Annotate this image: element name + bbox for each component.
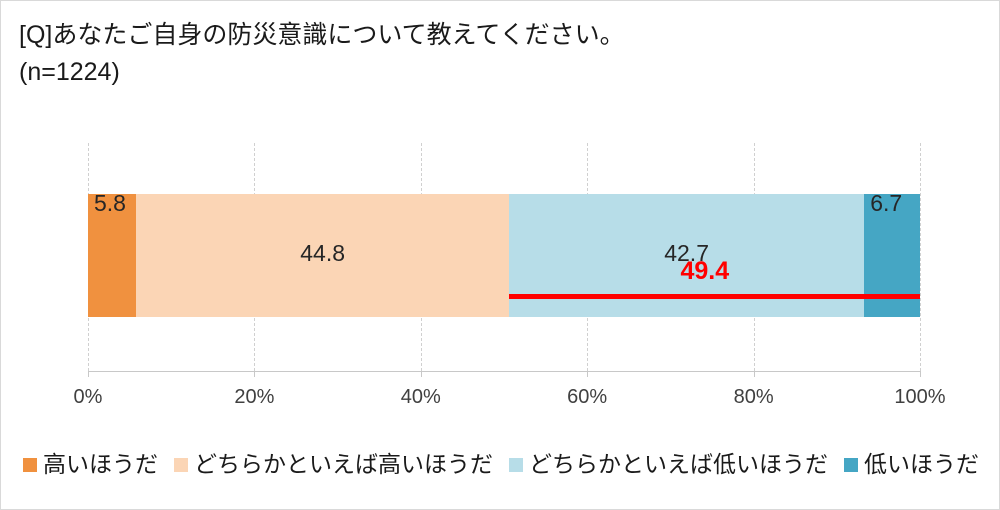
bar-segment-1: 5.8 — [88, 190, 137, 317]
axis-tick-80 — [753, 371, 755, 377]
legend-label-4: 低いほうだ — [864, 451, 979, 477]
gridline-100 — [920, 143, 921, 371]
legend-item-3[interactable]: どちらかといえば低いほうだ — [509, 453, 828, 476]
legend-swatch-icon-1 — [23, 457, 37, 472]
x-tick-label-20: 20% — [234, 386, 275, 408]
x-axis-tick-labels: 0% 20% 40% 60% 80% 100% — [1, 386, 999, 414]
legend-label-2: どちらかといえば高いほうだ — [194, 451, 493, 477]
axis-tick-20 — [254, 371, 256, 377]
axis-tick-60 — [587, 371, 589, 377]
bar-segment-label-2: 44.8 — [300, 240, 345, 266]
bar-segment-label-1: 5.8 — [94, 190, 126, 216]
legend-label-3: どちらかといえば低いほうだ — [529, 451, 828, 477]
axis-tick-0 — [88, 371, 89, 377]
x-tick-label-0: 0% — [73, 386, 103, 408]
bar-segment-2: 44.8 — [136, 194, 509, 317]
x-tick-label-40: 40% — [400, 386, 441, 408]
net-highlight-value: 49.4 — [680, 257, 730, 285]
legend-swatch-icon-4 — [844, 457, 858, 472]
chart-title-block: [Q]あなたご自身の防災意識について教えてください。 (n=1224) — [19, 17, 959, 91]
legend-swatch-icon-2 — [174, 457, 188, 472]
legend-item-2[interactable]: どちらかといえば高いほうだ — [174, 453, 493, 476]
x-tick-label-100: 100% — [894, 386, 946, 408]
plot-area: 5.8 44.8 42.7 6.7 49.4 — [88, 143, 921, 371]
legend-item-1[interactable]: 高いほうだ — [23, 453, 158, 476]
x-tick-label-60: 60% — [567, 386, 608, 408]
legend-swatch-icon-3 — [509, 457, 523, 472]
bar-segment-label-4: 6.7 — [870, 190, 903, 216]
x-tick-label-80: 80% — [733, 386, 774, 408]
sample-size-label: (n=1224) — [19, 58, 120, 86]
chart-legend: 高いほうだ どちらかといえば高いほうだ どちらかといえば低いほうだ 低いほうだ — [1, 453, 999, 476]
legend-item-4[interactable]: 低いほうだ — [844, 453, 979, 476]
axis-tick-40 — [420, 371, 422, 377]
net-highlight-line — [508, 294, 920, 299]
x-axis-line — [88, 371, 921, 372]
legend-label-1: 高いほうだ — [43, 451, 158, 477]
bar-segment-label-3: 42.7 — [664, 240, 709, 266]
page-title: [Q]あなたご自身の防災意識について教えてください。 — [19, 21, 625, 49]
axis-tick-100 — [920, 371, 921, 377]
